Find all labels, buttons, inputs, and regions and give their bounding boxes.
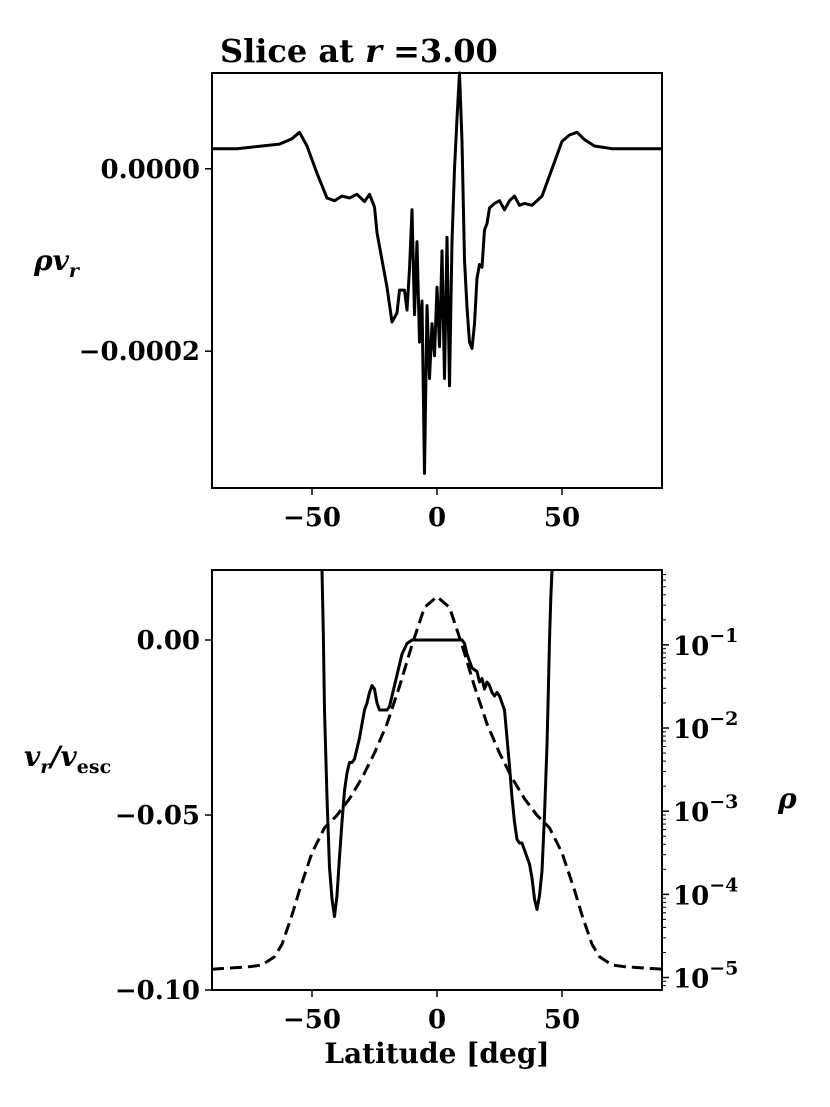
top-ylabel-main: ρv — [33, 244, 70, 277]
top-xtick-label: −50 — [283, 503, 341, 533]
bottom-xtick-label: 50 — [544, 1005, 580, 1035]
top-series-line — [212, 71, 662, 475]
bottom-right-ytick-label: 10−4 — [673, 874, 738, 911]
bottom-ylabel-main: v — [24, 740, 41, 773]
bottom-xlabel: Latitude [deg] — [324, 1037, 549, 1070]
bottom-right-ylabel: ρ — [777, 782, 797, 815]
top-plot-frame — [211, 72, 663, 489]
bottom-xtick-label: 0 — [428, 1005, 446, 1035]
bottom-ylabel-sub2: esc — [77, 756, 111, 778]
bottom-ylabel-sub: r — [40, 756, 52, 778]
top-ylabel: ρvr — [33, 244, 81, 282]
top-yticks: 0.0000 −0.0002 — [79, 155, 212, 367]
top-ytick-label: 0.0000 — [100, 155, 200, 185]
bottom-right-ytick-label: 10−5 — [673, 958, 738, 995]
bottom-right-ytick-label: 10−1 — [673, 625, 738, 662]
top-ylabel-sub: r — [69, 260, 81, 282]
top-xtick-label: 0 — [428, 503, 446, 533]
bottom-xticks: −50 0 50 — [283, 990, 580, 1035]
bottom-right-ytick-label: 10−3 — [673, 791, 738, 828]
bottom-panel: −50 0 50 0.00−0.05−0.10 10−110−210−310−410… — [24, 569, 797, 1070]
bottom-ytick-label: −0.05 — [115, 801, 200, 831]
bottom-ytick-label: −0.10 — [115, 976, 200, 1006]
bottom-ylabel-sep: /v — [47, 740, 77, 773]
bottom-plot-frame — [211, 569, 663, 991]
bottom-yticks: 0.00 −0.05 −0.10 — [115, 626, 212, 1006]
top-xtick-label: 50 — [544, 503, 580, 533]
bottom-right-yticks: 10−1 10−2 10−3 10−4 10−5 — [662, 574, 738, 995]
top-ytick-label: −0.0002 — [79, 337, 200, 367]
top-xticks: −50 0 50 — [283, 488, 580, 533]
bottom-xtick-label: −50 — [283, 1005, 341, 1035]
title-text: Slice at — [220, 32, 365, 70]
bottom-series — [212, 570, 662, 971]
bottom-right-ytick-label: 10−2 — [673, 708, 738, 745]
bottom-ytick-label: 0.00 — [137, 626, 200, 656]
top-panel: Slice at r =3.00 −50 0 50 0.0000 −0.0002 ρv… — [33, 32, 663, 533]
bottom-velocity-solid-line — [320, 570, 554, 918]
title-value: =3.00 — [382, 32, 498, 70]
bottom-ylabel: vr/vesc — [24, 740, 111, 778]
top-series — [212, 71, 662, 475]
bottom-density-dashed-line — [212, 595, 662, 971]
title-var: r — [365, 32, 384, 70]
chart-title: Slice at r =3.00 — [220, 32, 498, 70]
